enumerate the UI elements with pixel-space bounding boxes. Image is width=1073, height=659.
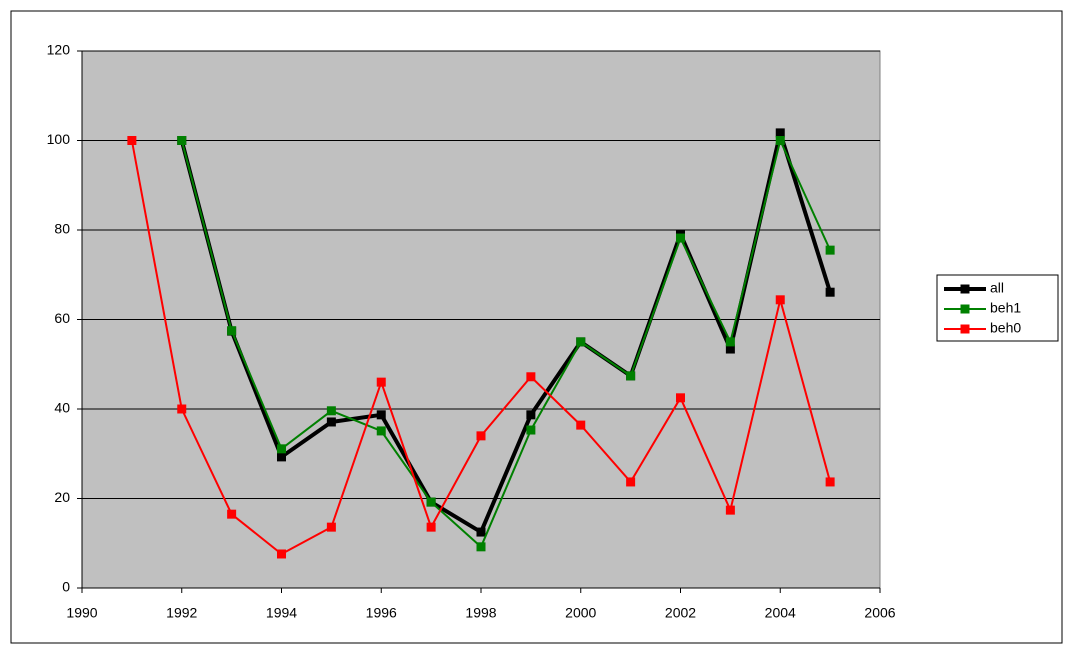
legend-marker xyxy=(960,304,970,314)
y-tick-label: 20 xyxy=(54,489,70,505)
x-tick-label: 1998 xyxy=(465,605,496,621)
data-point xyxy=(277,444,286,454)
data-point xyxy=(576,337,586,347)
data-point xyxy=(775,136,785,145)
data-point xyxy=(526,410,536,420)
x-tick-label: 2006 xyxy=(864,605,895,621)
data-point xyxy=(426,522,436,532)
data-point xyxy=(725,505,735,515)
y-tick-label: 100 xyxy=(47,131,71,147)
data-point xyxy=(825,245,835,255)
legend-label: all xyxy=(990,280,1004,296)
data-point xyxy=(177,404,187,414)
data-point xyxy=(326,406,336,416)
data-point xyxy=(277,549,286,559)
data-point xyxy=(376,410,386,420)
legend-marker xyxy=(960,284,970,294)
data-point xyxy=(676,233,685,243)
data-point xyxy=(476,527,486,537)
data-point xyxy=(725,337,735,347)
data-point xyxy=(127,136,137,145)
data-point xyxy=(376,377,386,387)
data-point xyxy=(177,136,187,145)
y-tick-label: 80 xyxy=(54,221,70,237)
data-point xyxy=(227,326,237,336)
data-point xyxy=(825,477,835,487)
data-point xyxy=(676,393,685,403)
x-tick-label: 1996 xyxy=(366,605,397,621)
legend-marker xyxy=(960,324,970,334)
x-tick-label: 2004 xyxy=(765,605,796,621)
data-point xyxy=(476,542,486,552)
series-line xyxy=(179,130,833,535)
data-point xyxy=(526,425,536,435)
x-tick-label: 1992 xyxy=(166,605,197,621)
y-tick-label: 120 xyxy=(47,42,71,58)
x-tick-label: 2002 xyxy=(665,605,696,621)
data-point xyxy=(626,477,636,487)
data-point xyxy=(576,420,586,430)
data-point xyxy=(825,287,835,297)
y-tick-label: 0 xyxy=(62,579,70,595)
data-point xyxy=(775,128,785,138)
data-point xyxy=(326,522,336,532)
y-tick-label: 60 xyxy=(54,310,70,326)
y-tick-label: 40 xyxy=(54,400,70,416)
legend-label: beh0 xyxy=(990,320,1021,336)
legend-label: beh1 xyxy=(990,300,1021,316)
series-line xyxy=(180,139,832,548)
data-point xyxy=(626,371,636,381)
data-point xyxy=(426,497,436,507)
data-point xyxy=(227,509,237,519)
data-point xyxy=(376,426,386,436)
x-tick-label: 1994 xyxy=(266,605,297,621)
data-point xyxy=(526,372,536,382)
x-tick-label: 1990 xyxy=(66,605,97,621)
data-point xyxy=(326,417,336,427)
data-point xyxy=(476,431,486,441)
x-tick-label: 2000 xyxy=(565,605,596,621)
data-point xyxy=(277,452,286,462)
data-point xyxy=(725,344,735,354)
data-point xyxy=(775,295,785,305)
